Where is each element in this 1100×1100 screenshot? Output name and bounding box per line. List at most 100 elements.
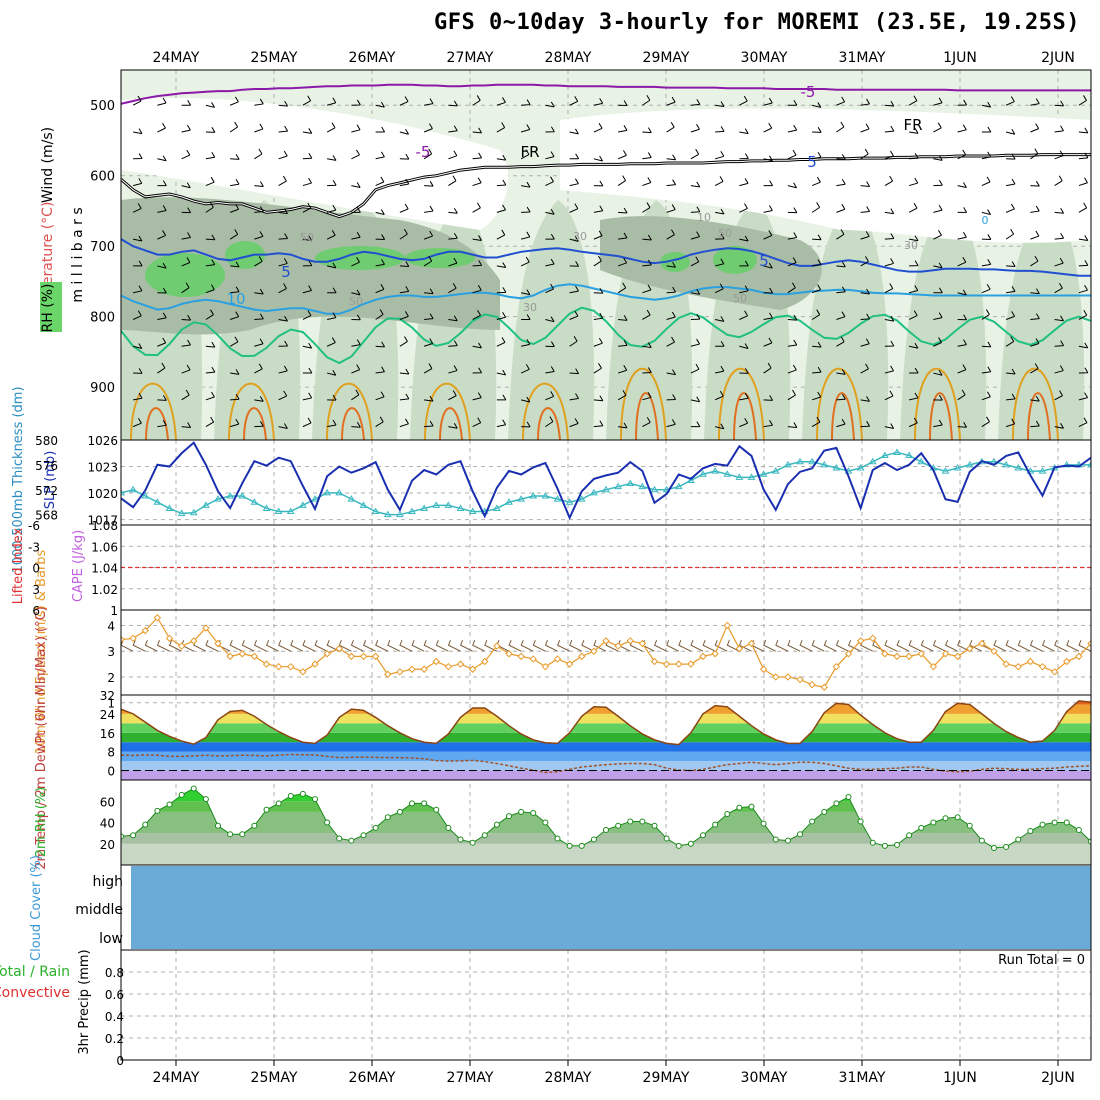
precip-label: 3hr Precip (mm) bbox=[77, 949, 92, 1054]
rh-marker bbox=[481, 832, 488, 839]
wind-barb bbox=[278, 258, 288, 267]
wind-barb bbox=[690, 256, 700, 267]
wind-barb bbox=[1005, 336, 1015, 347]
rh-marker bbox=[299, 790, 306, 797]
thickness-marker bbox=[771, 467, 780, 474]
wind-barb bbox=[787, 182, 798, 189]
rh-legend-swatch bbox=[40, 282, 62, 332]
wind-barb bbox=[327, 369, 337, 376]
wind-barb bbox=[1006, 178, 1016, 187]
wind-barb bbox=[423, 255, 433, 267]
surface-wind-barb bbox=[156, 640, 170, 652]
wind-barb bbox=[666, 154, 677, 161]
wind-barb bbox=[448, 365, 458, 374]
wind-barb bbox=[205, 234, 216, 241]
wind-speed-marker bbox=[250, 652, 259, 661]
thickness-marker bbox=[917, 457, 926, 465]
wind-barb bbox=[642, 367, 652, 374]
wind-barb bbox=[569, 393, 579, 401]
temperature-band bbox=[121, 770, 1091, 780]
thickness-marker bbox=[226, 492, 235, 499]
wind-barb bbox=[133, 153, 143, 160]
wind-barb bbox=[545, 101, 555, 108]
wind-barb bbox=[399, 286, 410, 294]
thickness-tick-label: 568 bbox=[35, 509, 58, 523]
wind-barb bbox=[642, 284, 652, 294]
wind-barb bbox=[424, 420, 434, 428]
wind-barb bbox=[666, 286, 677, 294]
wind-speed-marker bbox=[541, 662, 550, 671]
wind-barb bbox=[569, 128, 579, 135]
rh-band bbox=[121, 788, 1091, 802]
wind-barb bbox=[399, 368, 410, 375]
rh-marker bbox=[627, 818, 634, 825]
rh-marker bbox=[724, 811, 731, 817]
wind-barb bbox=[642, 94, 651, 106]
rh-marker bbox=[639, 818, 646, 825]
rh-dry-region bbox=[560, 108, 1091, 243]
rh-marker bbox=[251, 822, 258, 829]
wind-barb bbox=[472, 417, 482, 428]
surface-wind-barb bbox=[399, 640, 413, 652]
li-tick-label: 6 bbox=[32, 604, 40, 618]
thickness-marker bbox=[650, 485, 659, 493]
precip-tick-label: 0.4 bbox=[105, 1010, 124, 1024]
wind-barb bbox=[1054, 150, 1064, 160]
wind-barb bbox=[205, 341, 216, 348]
wind-tick-label: 1 bbox=[107, 697, 115, 711]
wind-barb bbox=[448, 232, 458, 240]
rh-marker bbox=[687, 840, 694, 847]
wind-barb bbox=[181, 232, 191, 240]
wind-barb bbox=[1006, 261, 1016, 268]
wind-barb bbox=[278, 423, 288, 429]
thickness-marker bbox=[796, 457, 804, 465]
wind-barb bbox=[351, 364, 361, 374]
contour-label: 50 bbox=[349, 295, 363, 308]
wind-barb bbox=[521, 206, 531, 213]
surface-wind-barb bbox=[484, 640, 498, 652]
li-tick-label: -6 bbox=[28, 519, 40, 533]
thickness-marker bbox=[614, 482, 623, 490]
date-label-top: 27MAY bbox=[447, 50, 494, 66]
thickness-marker bbox=[214, 495, 222, 502]
wind-barb bbox=[448, 390, 457, 401]
wind-barb bbox=[278, 315, 288, 322]
rh-marker bbox=[1063, 819, 1070, 826]
wind-barb bbox=[569, 96, 579, 106]
wind-barb bbox=[1030, 288, 1040, 295]
surface-wind-barb bbox=[1066, 640, 1080, 652]
wind-barb bbox=[351, 182, 361, 188]
isotherm-25 bbox=[243, 407, 267, 440]
wind-speed-marker bbox=[468, 665, 477, 673]
cloud-low: low bbox=[99, 931, 123, 947]
date-label-top: 29MAY bbox=[643, 50, 690, 66]
rh-marker bbox=[918, 824, 925, 831]
wind-barb bbox=[326, 337, 336, 347]
wind-barb bbox=[375, 309, 384, 320]
wind-barb bbox=[836, 418, 846, 428]
dewpoint-line bbox=[121, 753, 1091, 774]
wind-barb bbox=[157, 180, 167, 187]
rh2m-label: 2m RH (%) bbox=[34, 787, 49, 858]
wind-barb bbox=[739, 285, 749, 294]
surface-wind-barb bbox=[932, 640, 946, 652]
wind-barb bbox=[230, 286, 240, 294]
wind-barb bbox=[981, 259, 992, 267]
wind-barb bbox=[884, 100, 895, 107]
wind-barb bbox=[254, 256, 263, 267]
isotherm-25 bbox=[537, 407, 561, 440]
thickness-marker bbox=[699, 470, 707, 477]
surface-wind-barb bbox=[702, 640, 716, 652]
surface-wind-barb bbox=[763, 640, 776, 652]
surface-wind-barb bbox=[121, 640, 134, 652]
cloud-label: Cloud Cover (%) bbox=[29, 855, 44, 961]
wind-barb bbox=[278, 233, 289, 240]
wind-speed-marker bbox=[238, 650, 246, 658]
wind-barb bbox=[1005, 311, 1016, 320]
wind-speed-marker bbox=[408, 665, 416, 673]
wind-barb bbox=[424, 313, 434, 320]
rh-marker bbox=[263, 806, 270, 813]
wind-barb bbox=[399, 178, 410, 187]
rh-marker bbox=[651, 822, 658, 829]
temp-tick-label: 24 bbox=[100, 708, 115, 722]
